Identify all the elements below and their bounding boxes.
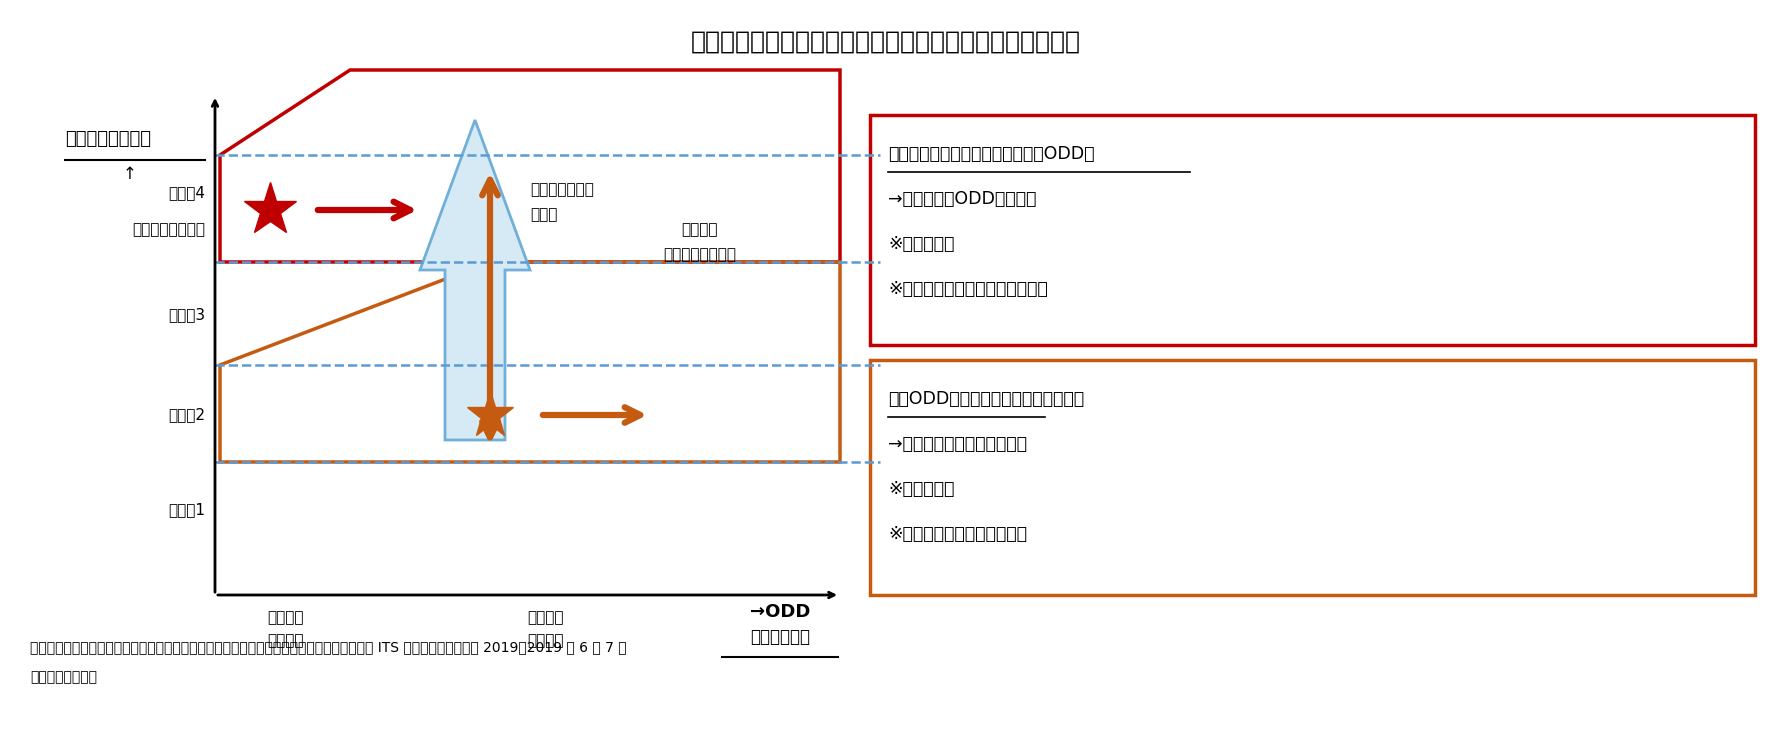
Text: 専用空間: 専用空間 [266,610,303,625]
Text: レベル4: レベル4 [168,185,206,200]
Text: 自動運転技術の: 自動運転技術の [530,183,594,198]
Text: ※主に自家用: ※主に自家用 [888,480,954,498]
Text: ※主に車両内に使用者が存在: ※主に車両内に使用者が存在 [888,525,1027,543]
Text: →ODD: →ODD [750,603,810,621]
Text: レベル５: レベル５ [683,222,718,237]
Text: →運転自動化レベルの向上等: →運転自動化レベルの向上等 [888,435,1027,453]
Text: より引用。: より引用。 [30,670,98,684]
Text: →限定領域（ODD）の拡大: →限定領域（ODD）の拡大 [888,190,1037,208]
Text: レベル1: レベル1 [168,503,206,518]
FancyBboxPatch shape [871,360,1755,595]
Text: 一般道路: 一般道路 [527,633,564,648]
Text: ※主に無人自動運転移動サービス: ※主に無人自動運転移動サービス [888,280,1048,298]
Text: 図表４　自動運転システム実現に向けた二つのアプローチ: 図表４ 自動運転システム実現に向けた二つのアプローチ [691,30,1082,54]
Text: 高速道路: 高速道路 [527,610,564,625]
Text: （資料）高度情報通信ネットワーク社会推進戦略本部・官民データ活用推進戦略会議「官民 ITS 構想・ロードマップ 2019」2019 年 6 月 7 日: （資料）高度情報通信ネットワーク社会推進戦略本部・官民データ活用推進戦略会議「官… [30,640,626,654]
FancyBboxPatch shape [871,115,1755,345]
Text: 高い運転自動化レベル優先（狭いODD）: 高い運転自動化レベル優先（狭いODD） [888,145,1094,163]
Text: 高度化: 高度化 [530,207,557,222]
Text: （完全自動運転）: （完全自動運転） [131,222,206,237]
Text: ※主に事業用: ※主に事業用 [888,235,954,253]
Text: 運転自動化レベル: 運転自動化レベル [66,130,151,148]
Polygon shape [420,120,530,440]
Text: レベル3: レベル3 [168,307,206,322]
Text: ↑: ↑ [122,165,137,183]
Text: レベル2: レベル2 [168,407,206,422]
Text: 限定地域: 限定地域 [266,633,303,648]
Text: （限定領域）: （限定領域） [750,628,810,646]
Text: （完全自動運転）: （完全自動運転） [663,248,736,263]
Text: 広いODD優先（低い自動運転レベル）: 広いODD優先（低い自動運転レベル） [888,390,1083,408]
